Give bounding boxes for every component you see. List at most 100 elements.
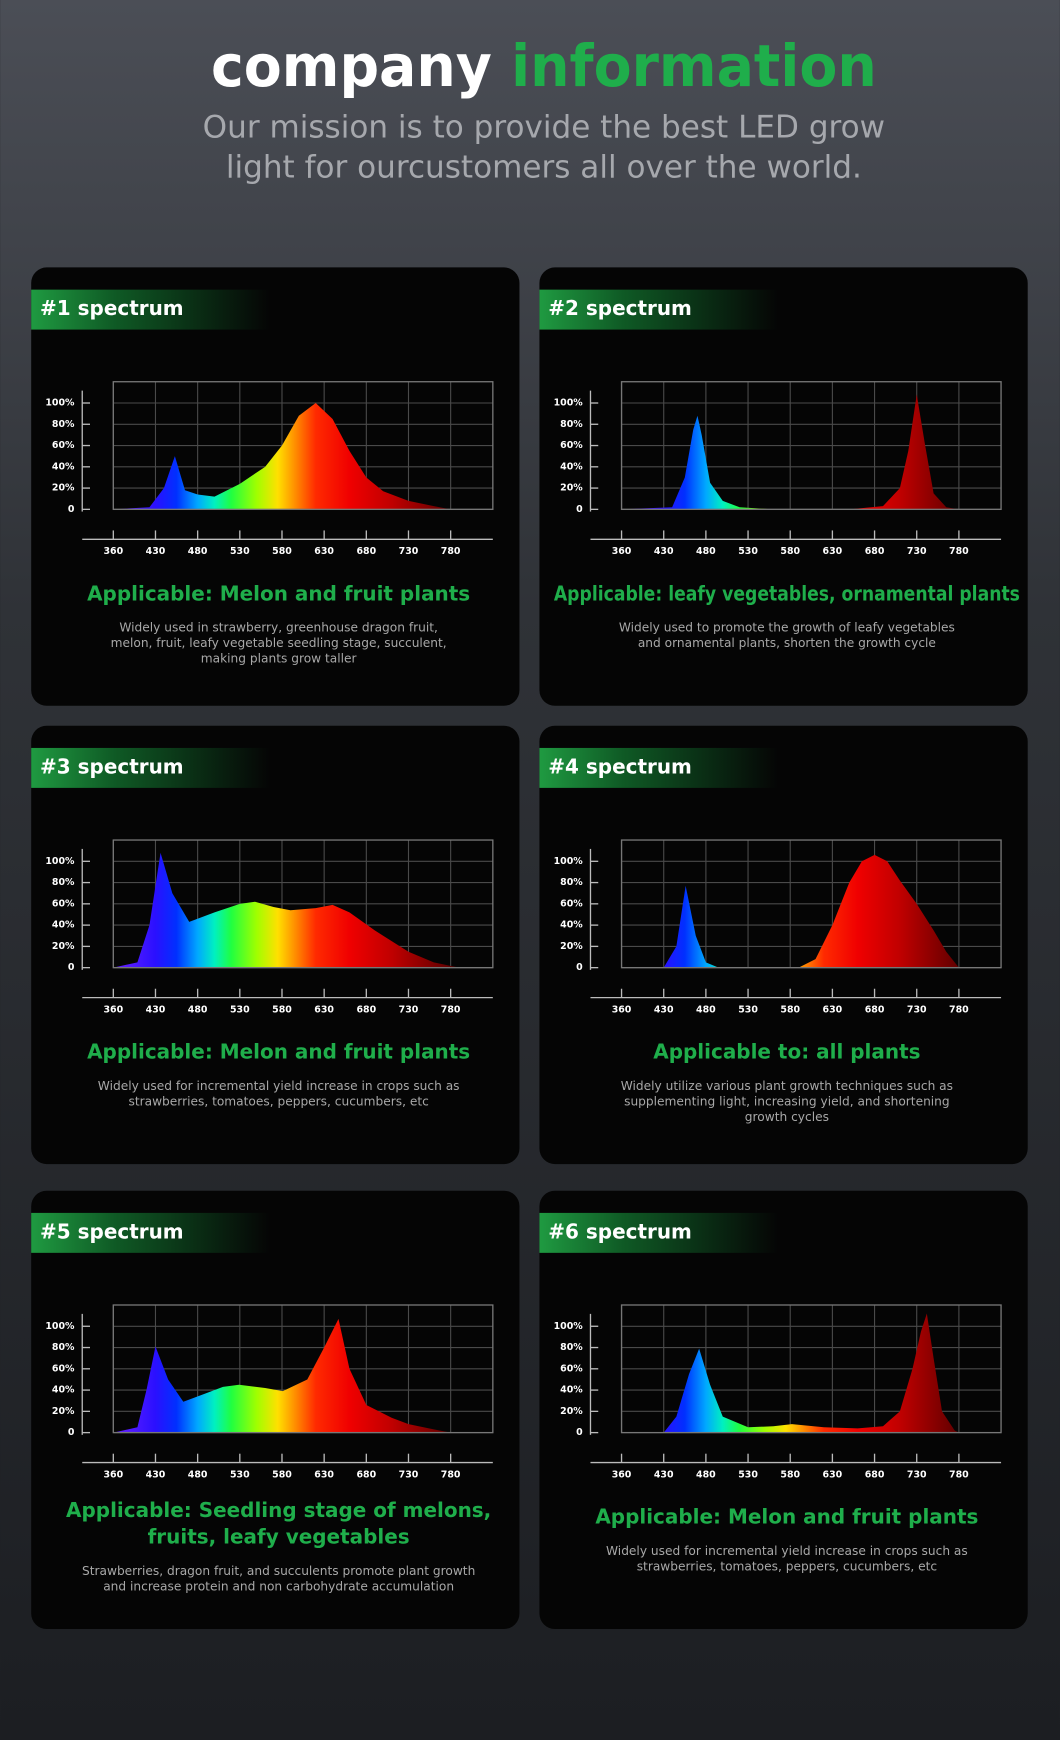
y-tick-label: 80% — [560, 419, 583, 430]
y-tick-label: 20% — [52, 1406, 75, 1417]
y-tick-label: 60% — [52, 898, 75, 909]
title-band — [31, 1212, 270, 1253]
x-tick-label: 480 — [696, 1469, 716, 1480]
card-title: #1 spectrum — [40, 296, 184, 320]
description: growth cycles — [745, 1110, 829, 1124]
plot-frame — [112, 1304, 494, 1434]
description: Widely used for incremental yield increa… — [606, 1544, 968, 1558]
applicable-heading: Applicable to: all plants — [653, 1040, 920, 1064]
description: Strawberries, dragon fruit, and succulen… — [82, 1564, 475, 1578]
plot-frame — [112, 381, 494, 511]
x-tick-label: 730 — [907, 1004, 927, 1015]
x-tick-label: 680 — [865, 1004, 885, 1015]
y-tick-label: 100% — [554, 1321, 584, 1332]
description: Widely utilize various plant growth tech… — [621, 1079, 953, 1093]
x-tick-label: 580 — [272, 1469, 292, 1480]
y-tick-label: 80% — [52, 419, 75, 430]
x-tick-label: 360 — [103, 1469, 123, 1480]
description: Widely used for incremental yield increa… — [98, 1079, 460, 1093]
applicable-heading: Applicable: leafy vegetables, ornamental… — [554, 581, 1020, 605]
x-tick-label: 430 — [146, 1469, 166, 1480]
page-title: company information — [211, 32, 877, 100]
y-tick-label: 40% — [560, 1385, 583, 1396]
spectrum-card: #3 spectrum 0 20% 40% 60% 80% 100% 360 430 480 530… — [31, 725, 520, 1165]
spectrum-card: #4 spectrum 0 20% 40% 60% 80% 100% 360 430 480 530… — [539, 725, 1028, 1165]
y-tick-label: 0 — [576, 1427, 583, 1438]
x-tick-label: 630 — [823, 1004, 843, 1015]
card-title: #3 spectrum — [40, 754, 184, 778]
card-title: #6 spectrum — [548, 1219, 692, 1243]
x-tick-label: 680 — [356, 1469, 376, 1480]
card-title: #4 spectrum — [548, 754, 692, 778]
plot-frame — [620, 839, 1002, 969]
plot-frame — [620, 1304, 1002, 1434]
y-tick-label: 20% — [560, 941, 583, 952]
x-tick-label: 780 — [949, 1004, 969, 1015]
y-tick-label: 40% — [52, 1385, 75, 1396]
description: making plants grow taller — [201, 652, 358, 666]
y-tick-label: 20% — [560, 1406, 583, 1417]
y-tick-label: 0 — [576, 962, 583, 973]
description: strawberries, tomatoes, peppers, cucumbe… — [637, 1559, 937, 1573]
y-tick-label: 60% — [52, 1363, 75, 1374]
y-tick-label: 80% — [52, 1342, 75, 1353]
x-tick-label: 360 — [612, 546, 632, 557]
description: strawberries, tomatoes, peppers, cucumbe… — [128, 1094, 428, 1108]
title-band — [539, 747, 779, 788]
title-highlight: information — [511, 32, 877, 100]
x-tick-label: 680 — [865, 1469, 885, 1480]
x-tick-label: 580 — [272, 546, 292, 557]
x-tick-label: 780 — [441, 1469, 461, 1480]
x-tick-label: 780 — [441, 1004, 461, 1015]
x-tick-label: 430 — [654, 546, 674, 557]
applicable-heading: Applicable: Melon and fruit plants — [87, 581, 470, 605]
applicable-heading: fruits, leafy vegetables — [148, 1525, 410, 1549]
y-tick-label: 0 — [68, 504, 75, 515]
spectrum-area — [621, 854, 959, 968]
spectrum-area — [113, 403, 451, 510]
spectrum-area — [621, 394, 959, 510]
card-title: #2 spectrum — [548, 296, 692, 320]
card — [539, 725, 1028, 1165]
x-tick-label: 580 — [780, 546, 800, 557]
x-tick-label: 630 — [823, 546, 843, 557]
description: Widely used in strawberry, greenhouse dr… — [119, 621, 438, 635]
applicable-heading: Applicable: Seedling stage of melons, — [66, 1498, 491, 1522]
spectrum-area — [113, 852, 460, 968]
plot-frame — [112, 839, 494, 969]
x-tick-label: 360 — [103, 1004, 123, 1015]
x-tick-label: 430 — [146, 1004, 166, 1015]
x-tick-label: 530 — [738, 1469, 758, 1480]
title-band — [539, 1212, 779, 1253]
x-tick-label: 480 — [188, 1004, 208, 1015]
x-tick-label: 580 — [272, 1004, 292, 1015]
card-title: #5 spectrum — [40, 1219, 184, 1243]
y-tick-label: 20% — [52, 941, 75, 952]
x-tick-label: 430 — [654, 1469, 674, 1480]
applicable-heading: Applicable: Melon and fruit plants — [595, 1505, 978, 1529]
x-tick-label: 630 — [314, 1469, 334, 1480]
spectrum-card: #1 spectrum 0 20% 40% 60% 80% 100% 360 430 480 530… — [31, 267, 520, 706]
spectrum-card: #6 spectrum 0 20% 40% 60% 80% 100% 360 430 480 530… — [539, 1190, 1028, 1630]
description: melon, fruit, leafy vegetable seedling s… — [111, 636, 447, 650]
x-tick-label: 360 — [612, 1469, 632, 1480]
x-tick-label: 480 — [696, 1004, 716, 1015]
x-tick-label: 780 — [949, 546, 969, 557]
description: and ornamental plants, shorten the growt… — [638, 636, 936, 650]
y-tick-label: 60% — [560, 898, 583, 909]
x-tick-label: 530 — [230, 1469, 250, 1480]
x-tick-label: 730 — [399, 1004, 419, 1015]
y-tick-label: 40% — [560, 920, 583, 931]
x-tick-label: 630 — [823, 1469, 843, 1480]
card — [539, 1190, 1028, 1630]
spectrum-area — [113, 1318, 451, 1433]
y-tick-label: 100% — [45, 1321, 75, 1332]
x-tick-label: 360 — [103, 546, 123, 557]
x-tick-label: 780 — [949, 1469, 969, 1480]
x-tick-label: 580 — [780, 1004, 800, 1015]
x-tick-label: 680 — [865, 546, 885, 557]
plot-frame — [620, 381, 1002, 511]
x-tick-label: 680 — [356, 546, 376, 557]
